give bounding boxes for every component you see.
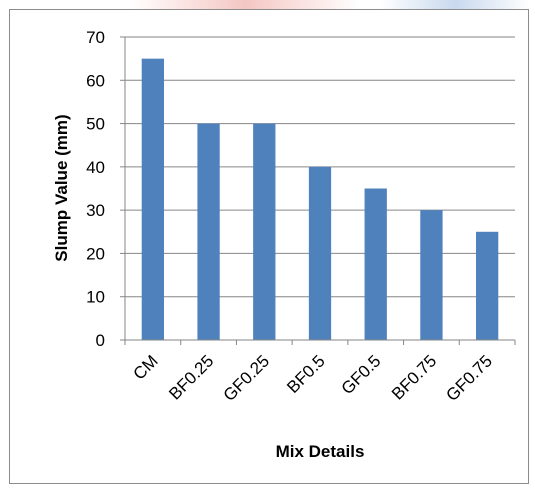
bar-GF0.25 xyxy=(253,123,276,340)
y-tick-label: 20 xyxy=(86,244,105,263)
y-tick-label: 50 xyxy=(86,115,105,134)
bar-GF0.5 xyxy=(364,188,387,340)
bar-BF0.75 xyxy=(420,210,443,340)
x-tick-label: BF0.5 xyxy=(283,351,329,397)
x-tick-label: CM xyxy=(130,351,162,383)
y-tick-label: 10 xyxy=(86,288,105,307)
x-tick-label: BF0.75 xyxy=(388,351,440,403)
y-tick-label: 0 xyxy=(96,331,105,350)
bar-CM xyxy=(141,58,164,341)
y-tick-label: 40 xyxy=(86,158,105,177)
y-tick-label: 70 xyxy=(86,28,105,47)
bar-GF0.75 xyxy=(476,231,499,340)
axes xyxy=(120,36,516,345)
bar-BF0.5 xyxy=(308,166,332,340)
x-tick-label: GF0.25 xyxy=(220,351,274,405)
bar-BF0.25 xyxy=(197,123,220,340)
top-decoration-red xyxy=(130,0,360,10)
x-tick-labels: CM BF0.25 GF0.25 BF0.5 GF0.5 BF0.75 GF0.75 xyxy=(130,351,496,405)
y-tick-label: 60 xyxy=(86,71,105,90)
top-decoration-blue xyxy=(380,0,530,10)
x-tick-label: BF0.25 xyxy=(165,351,217,403)
y-axis-title: Slump Value (mm) xyxy=(52,114,71,261)
x-tick-label: GF0.75 xyxy=(442,351,496,405)
x-tick-label: GF0.5 xyxy=(338,351,385,398)
bars xyxy=(141,58,499,341)
y-tick-label: 30 xyxy=(86,201,105,220)
y-tick-labels: 0 10 20 30 40 50 60 70 xyxy=(86,28,105,350)
x-axis-title: Mix Details xyxy=(276,442,365,461)
